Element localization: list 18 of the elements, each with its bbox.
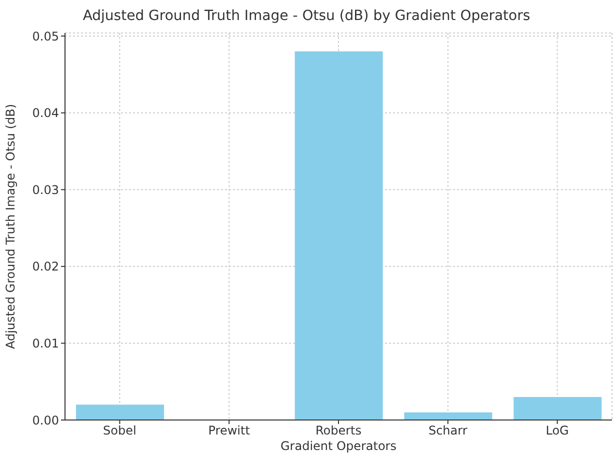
y-tick-label: 0.02: [32, 260, 59, 274]
x-tick-label: Prewitt: [208, 424, 250, 438]
chart-title: Adjusted Ground Truth Image - Otsu (dB) by Gradient Operators: [82, 8, 532, 24]
y-tick-label: 0.05: [32, 29, 59, 44]
x-tick-label: Scharr: [428, 424, 468, 438]
y-tick-label: 0.04: [32, 106, 59, 120]
bar: [76, 404, 164, 420]
x-tick-label: Sobel: [103, 424, 136, 438]
y-axis-title: Adjusted Ground Truth Image - Otsu (dB): [3, 104, 18, 350]
x-tick-label: LoG: [546, 424, 569, 438]
y-tick-label: 0.03: [32, 182, 59, 197]
y-tick-label: 0.01: [32, 336, 59, 350]
bar: [514, 396, 602, 420]
bar: [294, 51, 383, 420]
y-tick-label: 0.00: [32, 413, 59, 428]
x-tick-label: Roberts: [315, 424, 362, 438]
bar: [404, 412, 492, 420]
x-axis-title: Gradient Operators: [280, 439, 397, 453]
